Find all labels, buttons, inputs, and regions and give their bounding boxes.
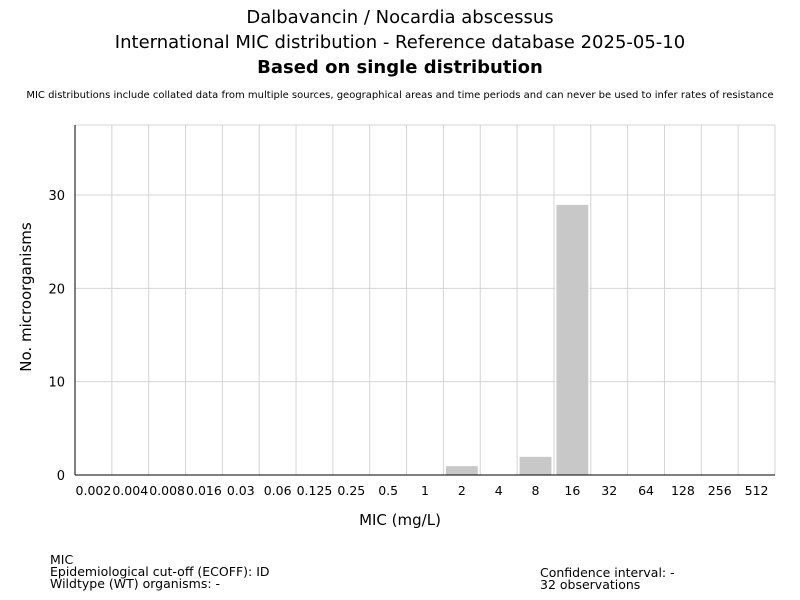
axes xyxy=(74,125,775,476)
y-tick-label: 30 xyxy=(48,189,65,204)
y-tick-label: 20 xyxy=(48,282,65,297)
bar-8 xyxy=(518,455,553,476)
x-tick-labels: 0.002 0.004 0.008 0.016 0.03 0.06 0.125 0.25 0.5… xyxy=(76,483,769,498)
x-tick-label: 64 xyxy=(638,483,654,498)
footer-ecoff: Epidemiological cut-off (ECOFF): ID xyxy=(50,564,270,579)
chart-subtitle: International MIC distribution - Referen… xyxy=(114,32,686,53)
x-tick-label: 256 xyxy=(708,483,732,498)
y-tick-labels: 0 10 20 30 xyxy=(48,189,65,484)
x-tick-label: 0.002 xyxy=(76,483,112,498)
x-tick-label: 0.008 xyxy=(149,483,185,498)
x-tick-label: 4 xyxy=(495,483,503,498)
x-tick-label: 0.5 xyxy=(378,483,398,498)
chart-subtitle-bold: Based on single distribution xyxy=(257,57,543,78)
x-tick-label: 1 xyxy=(421,483,429,498)
x-tick-label: 0.004 xyxy=(112,483,148,498)
bar-2 xyxy=(444,465,479,476)
footer-confidence: Confidence interval: - xyxy=(540,565,675,580)
footer-mic: MIC xyxy=(50,552,74,567)
bar-16 xyxy=(555,203,590,476)
x-tick-label: 0.016 xyxy=(186,483,222,498)
footer-wildtype: Wildtype (WT) organisms: - xyxy=(50,576,221,591)
footer-left: MIC Epidemiological cut-off (ECOFF): ID … xyxy=(50,552,270,591)
chart-title: Dalbavancin / Nocardia abscessus xyxy=(246,7,554,28)
footer-observations: 32 observations xyxy=(540,577,641,592)
x-axis-label: MIC (mg/L) xyxy=(359,511,441,529)
disclaimer-note: MIC distributions include collated data … xyxy=(26,90,774,101)
x-tick-label: 16 xyxy=(564,483,580,498)
x-tick-label: 2 xyxy=(458,483,466,498)
x-tick-label: 32 xyxy=(601,483,617,498)
x-tick-label: 0.06 xyxy=(264,483,292,498)
y-axis-label: No. microorganisms xyxy=(17,222,35,372)
x-tick-label: 0.125 xyxy=(297,483,333,498)
y-tick-label: 0 xyxy=(57,469,65,484)
x-tick-label: 8 xyxy=(532,483,540,498)
bars xyxy=(444,203,590,476)
grid xyxy=(74,124,776,476)
x-tick-label: 0.25 xyxy=(337,483,365,498)
y-tick-label: 10 xyxy=(48,376,65,391)
x-tick-label: 512 xyxy=(745,483,769,498)
x-tick-label: 0.03 xyxy=(227,483,255,498)
x-tick-label: 128 xyxy=(671,483,695,498)
footer-right: Confidence interval: - 32 observations xyxy=(540,565,675,592)
